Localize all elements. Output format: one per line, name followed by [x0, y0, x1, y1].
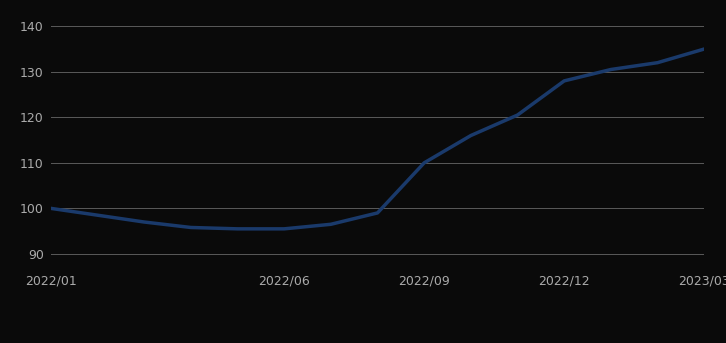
Erogato ultimi 5 anni — [373, 211, 382, 215]
Erogato ultimi 5 anni — [140, 220, 149, 224]
Erogato ultimi 5 anni — [187, 225, 195, 229]
Erogato ultimi 5 anni — [233, 227, 242, 231]
Erogato ultimi 5 anni — [467, 133, 476, 138]
Erogato ultimi 5 anni — [420, 161, 428, 165]
Erogato ultimi 5 anni — [327, 222, 335, 226]
Erogato ultimi 5 anni — [560, 79, 568, 83]
Erogato ultimi 5 anni — [653, 61, 662, 65]
Erogato ultimi 5 anni — [606, 68, 615, 72]
Erogato ultimi 5 anni — [46, 206, 55, 210]
Erogato ultimi 5 anni — [280, 227, 288, 231]
Erogato ultimi 5 anni — [700, 47, 709, 51]
Erogato ultimi 5 anni — [93, 213, 102, 217]
Line: Erogato ultimi 5 anni: Erogato ultimi 5 anni — [51, 49, 704, 229]
Erogato ultimi 5 anni — [513, 113, 522, 117]
